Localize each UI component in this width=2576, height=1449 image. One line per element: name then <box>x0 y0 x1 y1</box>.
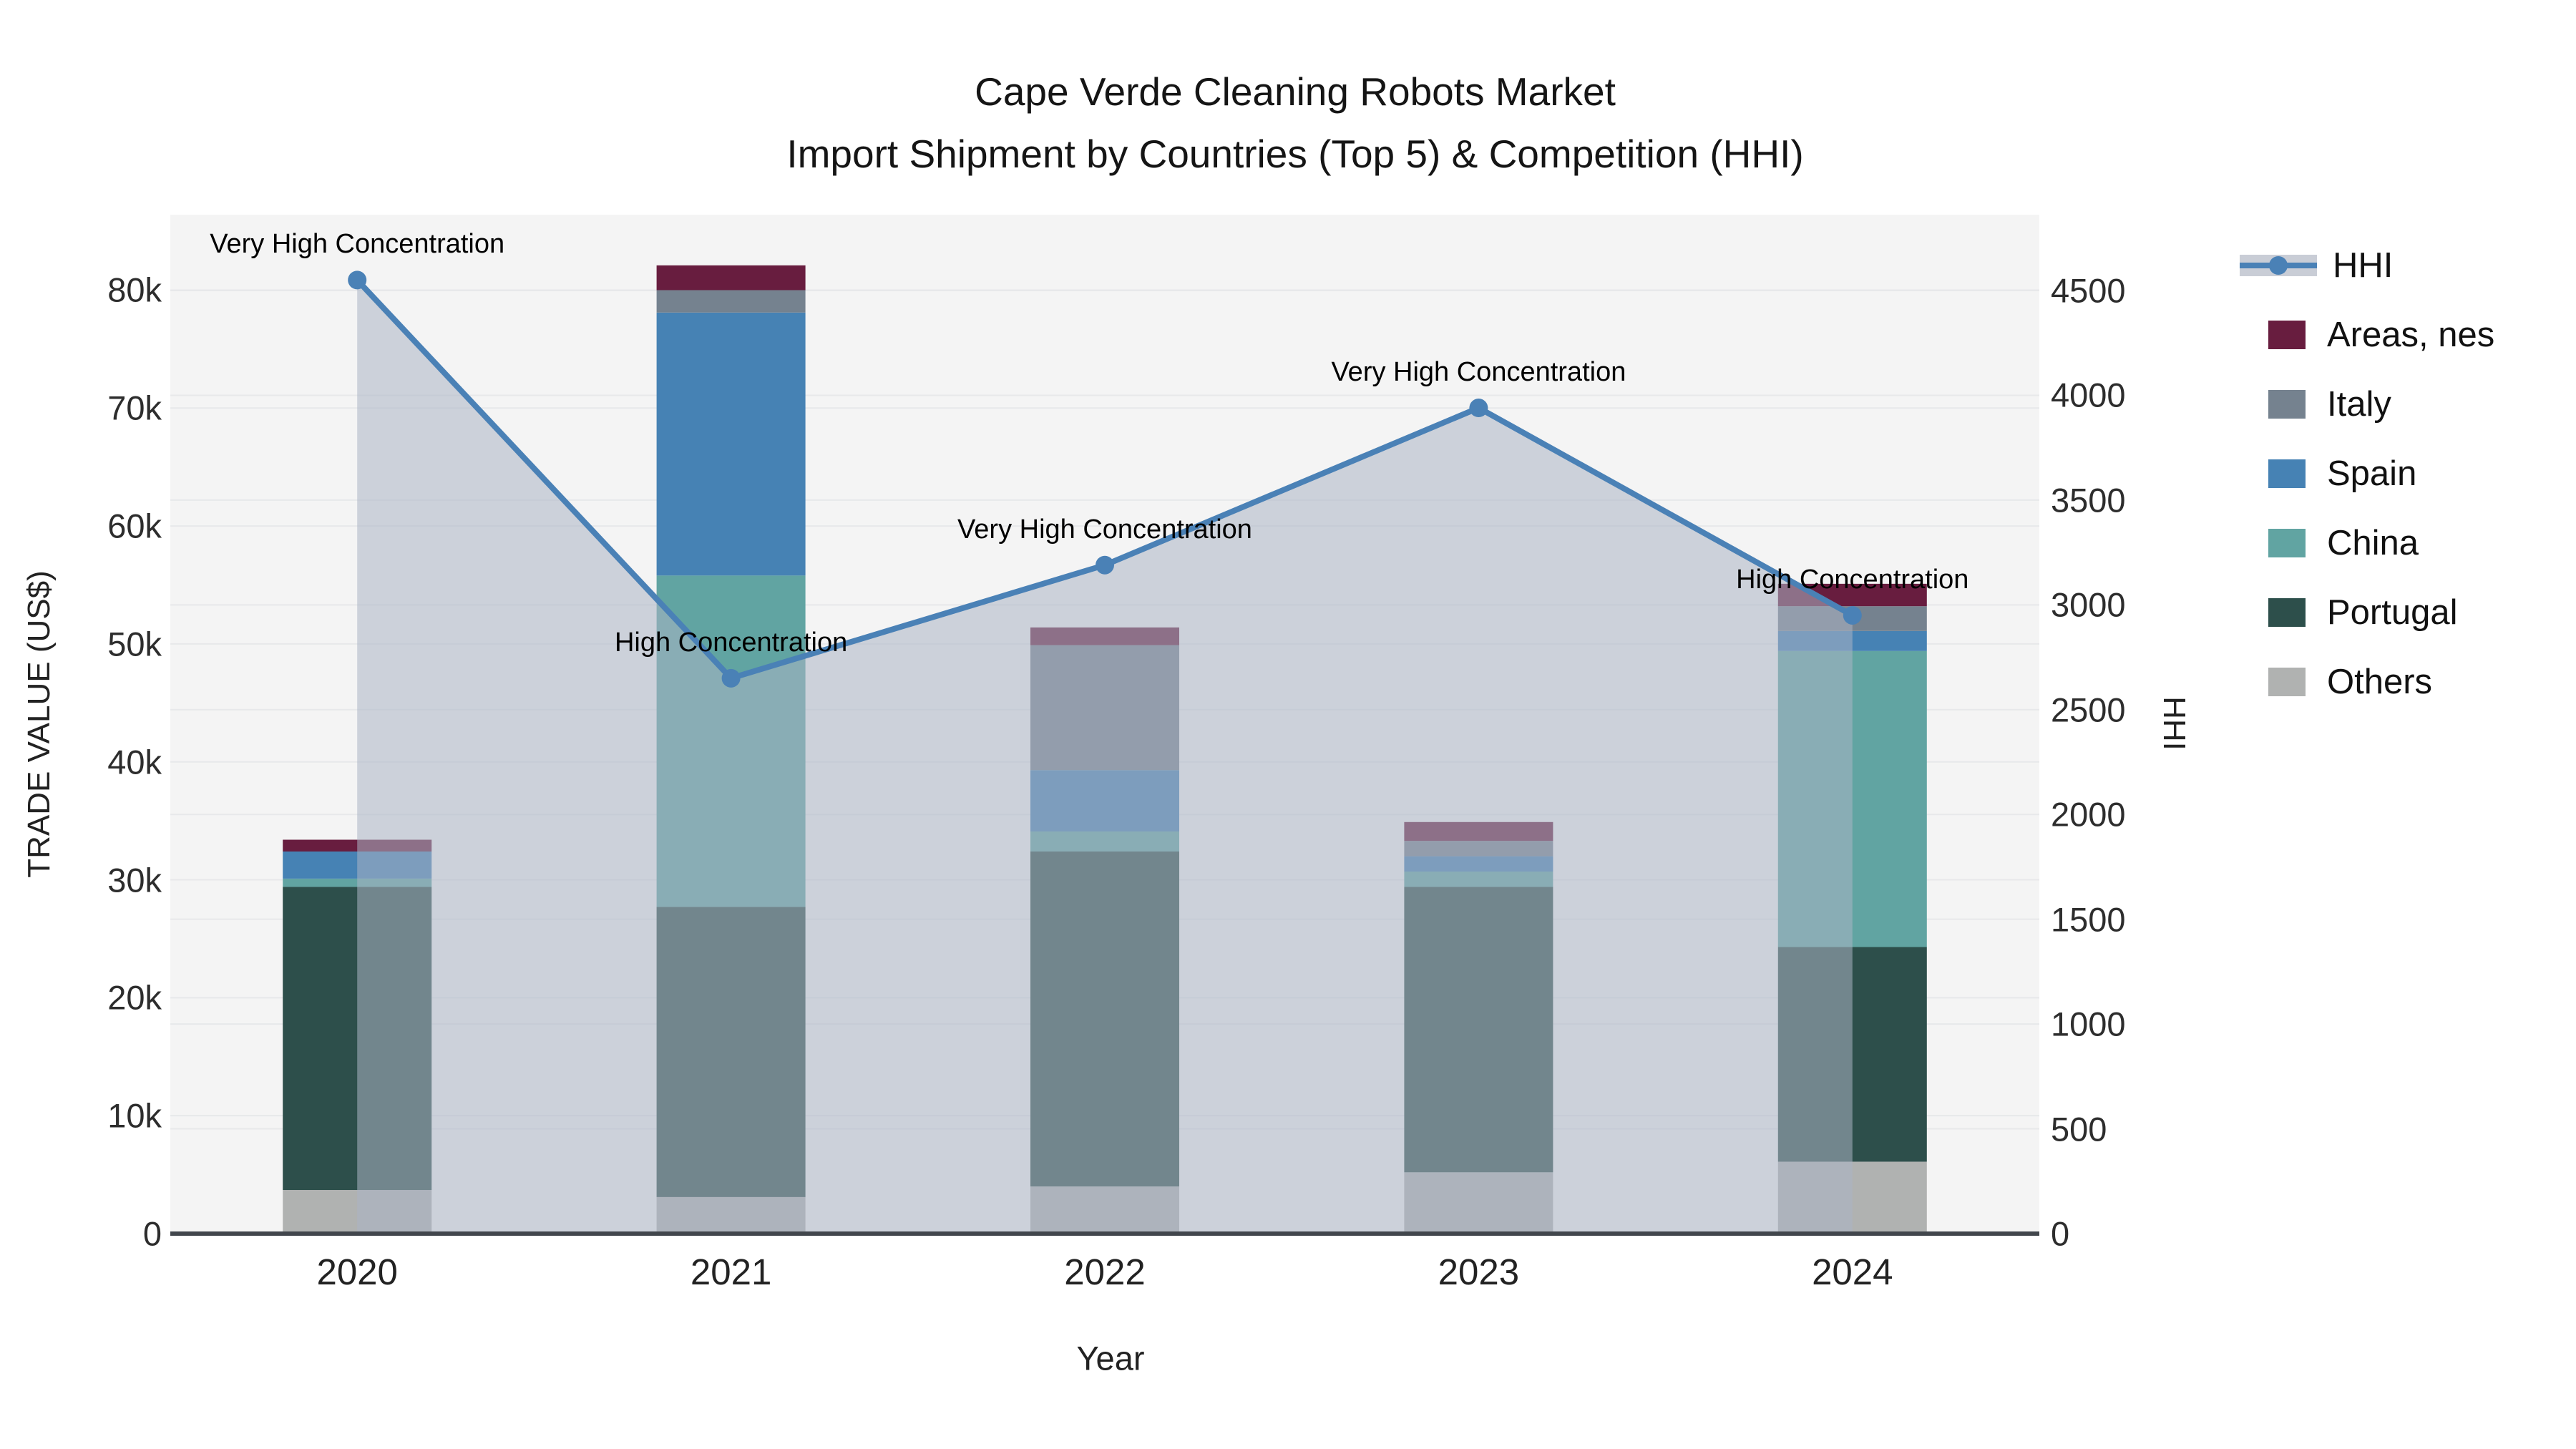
legend-color-swatch-icon <box>2268 389 2306 419</box>
legend-color-swatch-icon <box>2268 459 2306 488</box>
legend-item-portugal[interactable]: Portugal <box>2231 577 2494 647</box>
hhi-marker-2021[interactable] <box>721 668 741 688</box>
legend-label: HHI <box>2333 245 2394 285</box>
legend-label: Spain <box>2327 454 2417 493</box>
y-left-tick-80k: 80k <box>107 270 162 309</box>
legend-label: Italy <box>2327 384 2391 424</box>
y-right-tick-500: 500 <box>2051 1110 2107 1148</box>
legend-color-swatch-icon <box>2268 597 2306 627</box>
y-right-tick-4000: 4000 <box>2051 376 2126 414</box>
x-axis-title: Year <box>1076 1339 1145 1377</box>
y-left-tick-50k: 50k <box>107 625 162 663</box>
x-tick-2022: 2022 <box>1064 1252 1146 1292</box>
hhi-marker-2024[interactable] <box>1843 605 1862 625</box>
annotation-2021: High Concentration <box>614 627 848 658</box>
legend-item-areas-nes[interactable]: Areas, nes <box>2231 300 2494 369</box>
y-right-tick-3500: 3500 <box>2051 481 2126 519</box>
bar-segment-areas-nes-2021[interactable] <box>656 265 806 291</box>
legend-label: Others <box>2327 662 2433 701</box>
legend-item-spain[interactable]: Spain <box>2231 439 2494 508</box>
y-left-tick-30k: 30k <box>107 861 162 899</box>
chart-title-line2: Import Shipment by Countries (Top 5) & C… <box>786 132 1804 176</box>
annotation-2024: High Concentration <box>1736 564 1969 595</box>
bar-segment-spain-2021[interactable] <box>656 312 806 576</box>
legend-item-china[interactable]: China <box>2231 508 2494 577</box>
legend-label: Portugal <box>2327 592 2458 632</box>
y-right-tick-3000: 3000 <box>2051 585 2126 624</box>
y-right-tick-1000: 1000 <box>2051 1005 2126 1043</box>
y-right-tick-2000: 2000 <box>2051 795 2126 834</box>
y-left-tick-20k: 20k <box>107 978 162 1017</box>
y-left-tick-10k: 10k <box>107 1096 162 1135</box>
y-left-tick-60k: 60k <box>107 507 162 545</box>
y-right-tick-0: 0 <box>2051 1214 2070 1253</box>
x-tick-2021: 2021 <box>690 1252 772 1292</box>
annotation-2020: Very High Concentration <box>210 229 505 260</box>
hhi-marker-2023[interactable] <box>1469 399 1488 418</box>
legend-color-swatch-icon <box>2268 528 2306 557</box>
y-right-tick-4500: 4500 <box>2051 271 2126 310</box>
legend-item-hhi[interactable]: HHI <box>2231 230 2494 300</box>
x-tick-2020: 2020 <box>316 1252 398 1292</box>
annotation-2022: Very High Concentration <box>957 514 1252 545</box>
hhi-marker-2022[interactable] <box>1096 555 1114 575</box>
x-tick-2024: 2024 <box>1812 1252 1893 1292</box>
annotation-2023: Very High Concentration <box>1331 357 1626 388</box>
y-left-tick-40k: 40k <box>107 743 162 781</box>
legend-item-italy[interactable]: Italy <box>2231 369 2494 439</box>
bar-segment-italy-2021[interactable] <box>656 290 806 313</box>
y-left-tick-0: 0 <box>142 1214 162 1253</box>
y-right-tick-2500: 2500 <box>2051 691 2126 729</box>
legend: HHI Areas, nes Italy Spain China Portugal Othe… <box>2231 230 2494 716</box>
legend-color-swatch-icon <box>2268 320 2306 349</box>
hhi-area-fill <box>357 280 1853 1234</box>
y-axis-left-title: TRADE VALUE (US$) <box>21 570 57 878</box>
legend-item-others[interactable]: Others <box>2231 647 2494 716</box>
legend-color-swatch-icon <box>2268 667 2306 696</box>
chart-title-line1: Cape Verde Cleaning Robots Market <box>975 69 1616 114</box>
x-tick-2023: 2023 <box>1438 1252 1520 1292</box>
hhi-marker-2020[interactable] <box>348 270 367 290</box>
legend-label: Areas, nes <box>2327 315 2495 354</box>
y-axis-right-title: HHI <box>2157 696 2192 751</box>
y-left-tick-70k: 70k <box>107 389 162 427</box>
legend-label: China <box>2327 523 2419 562</box>
hhi-line-swatch-icon <box>2240 254 2317 276</box>
y-right-tick-1500: 1500 <box>2051 900 2126 939</box>
